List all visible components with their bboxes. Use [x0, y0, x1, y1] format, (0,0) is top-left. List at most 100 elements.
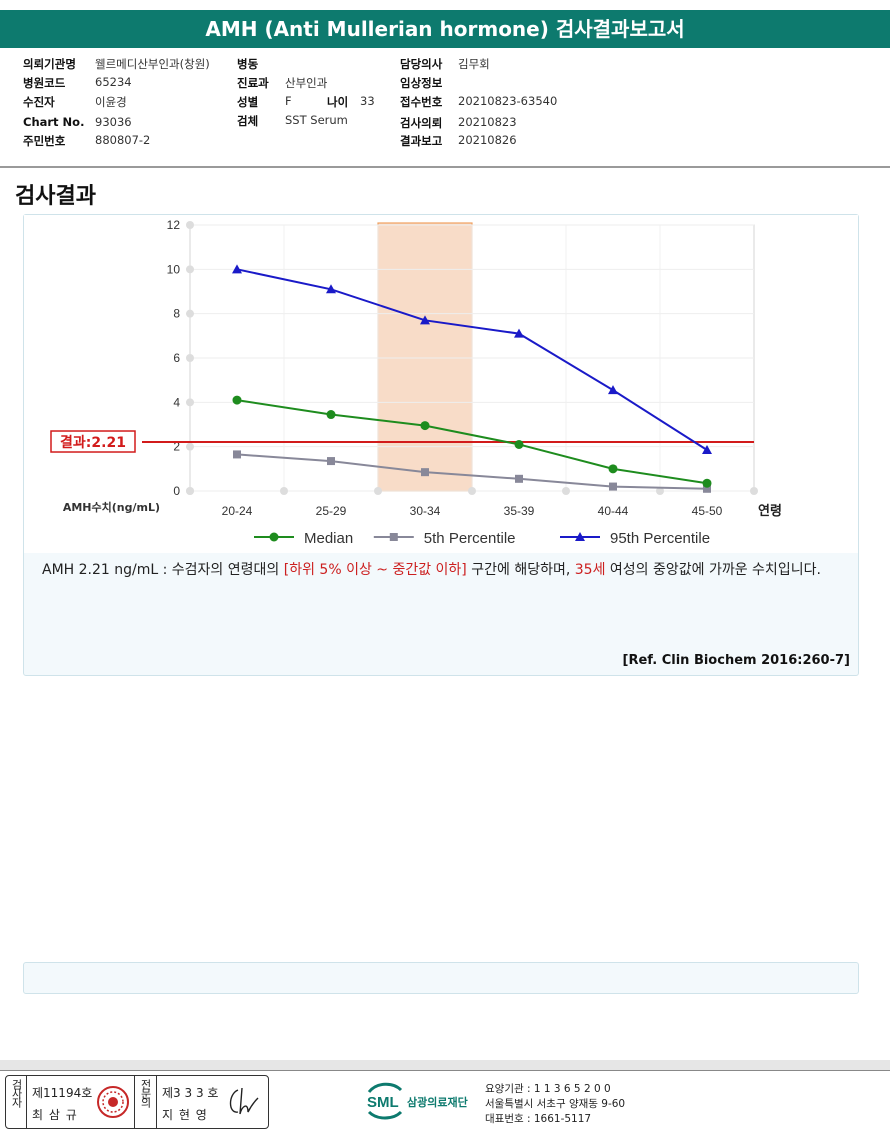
series-line [236, 399, 708, 485]
info-label: 담당의사 [400, 57, 443, 71]
data-point [232, 395, 242, 405]
info-label: 병동 [237, 57, 259, 71]
x-tick-label: 30-34 [410, 504, 441, 518]
seal-stamp [97, 1086, 129, 1118]
info-value: 김무회 [458, 57, 490, 71]
info-label: 수진자 [23, 95, 55, 109]
info-label: 검체 [237, 114, 259, 128]
data-point [233, 450, 241, 459]
phone-line: 대표번호 : 1661-5117 [485, 1113, 592, 1125]
y-tick-dot [186, 309, 194, 318]
reference: [Ref. Clin Biochem 2016:260-7] [622, 653, 850, 668]
y-tick-label: 10 [167, 262, 181, 276]
data-point [232, 264, 242, 274]
result-label-box [50, 430, 136, 453]
footer-address: 요양기관 : 1 1 3 6 5 2 0 0 서울특별시 서초구 양재동 9-6… [485, 1082, 625, 1127]
y-tick-dot [186, 398, 194, 407]
inspector-label: 검사자 [10, 1079, 23, 1106]
address-line: 서울특별시 서초구 양재동 9-60 [485, 1098, 626, 1110]
info-value: 웰르메디산부인과(창원) [95, 57, 210, 71]
y-tick-label: 8 [173, 307, 180, 321]
footer-band [0, 1060, 890, 1070]
signature-box: 검사자 제11194호 최 삼 규 전문의 제3 3 3 호 지 현 영 [5, 1075, 269, 1129]
sml-logo: SML 삼광의료재단 [367, 1082, 468, 1120]
info-value: 65234 [95, 75, 132, 89]
comment-age: 35세 [574, 562, 606, 578]
section-title: 검사결과 [15, 184, 96, 209]
y-tick-dot [186, 265, 194, 274]
comment-text: 구간에 해당하며, [466, 562, 575, 578]
data-point [327, 457, 335, 466]
info-value: 20210826 [458, 133, 517, 147]
result-label: 결과:2.21 [60, 434, 126, 451]
data-point [703, 484, 711, 493]
data-point [420, 421, 430, 431]
specialist-name: 지 현 영 [162, 1108, 208, 1122]
info-value: F [285, 94, 292, 108]
y-tick-label: 2 [173, 440, 180, 454]
info-label: 접수번호 [400, 95, 443, 109]
info-label: 결과보고 [400, 134, 443, 148]
amh-chart: 0 2 4 6 8 10 12 20-24 25-29 30-34 35-39 40-44 45-50 연… [50, 218, 782, 547]
data-point [608, 385, 618, 395]
info-label: Chart No. [23, 115, 85, 129]
empty-panel [23, 962, 859, 994]
data-point [702, 478, 712, 488]
x-tick-label: 40-44 [598, 504, 629, 518]
legend-marker [269, 532, 279, 542]
specialist-number: 제3 3 3 호 [162, 1086, 219, 1100]
y-tick-label: 12 [167, 218, 181, 232]
highlight-band [377, 222, 473, 492]
info-value: 33 [360, 94, 375, 108]
x-tick-dot [656, 487, 664, 495]
y-tick-label: 4 [173, 395, 180, 409]
comment-text: 여성의 중앙값에 가까운 수치입니다. [605, 562, 821, 578]
x-tick-label: 20-24 [222, 504, 253, 518]
legend-label: 5th Percentile [424, 530, 516, 547]
legend-label: Median [304, 530, 353, 547]
code-line: 요양기관 : 1 1 3 6 5 2 0 0 [485, 1083, 611, 1095]
data-point [609, 482, 617, 491]
info-value: 산부인과 [285, 76, 328, 90]
result-comment: AMH 2.21 ng/mL : 수검자의 연령대의 [하위 5% 이상 ~ 중… [42, 559, 852, 581]
info-label: 성별 [237, 95, 259, 109]
info-value: 20210823 [458, 115, 517, 129]
legend-marker [575, 532, 585, 541]
info-label: 주민번호 [23, 134, 66, 148]
info-value: 93036 [95, 115, 132, 129]
data-point [326, 410, 336, 420]
x-tick-label: 45-50 [692, 504, 723, 518]
report-title: AMH (Anti Mullerian hormone) 검사결과보고서 [0, 10, 890, 48]
comment-text: AMH 2.21 ng/mL : 수검자의 연령대의 [42, 562, 284, 578]
data-point [421, 468, 429, 477]
x-tick-dot [186, 487, 194, 495]
info-label: 진료과 [237, 76, 269, 90]
data-point [702, 444, 712, 454]
y-axis-label: AMH수치(ng/mL) [63, 500, 160, 514]
logo-text: SML [367, 1094, 399, 1111]
patient-info: 의뢰기관명 웰르메디산부인과(창원) 병원코드 65234 수진자 이윤경 Ch… [0, 48, 890, 168]
info-value: 880807-2 [95, 133, 151, 147]
data-point [420, 315, 430, 325]
legend-marker [389, 533, 398, 541]
x-axis-label: 연령 [758, 504, 782, 519]
result-panel: 0 2 4 6 8 10 12 20-24 25-29 30-34 35-39 40-44 45-50 연… [23, 214, 859, 676]
series-line [236, 268, 708, 451]
specialist-label: 전문의 [139, 1079, 152, 1106]
data-point [608, 464, 618, 474]
info-value: 이윤경 [95, 95, 127, 109]
x-tick-label: 35-39 [504, 504, 535, 518]
info-label: 검사의뢰 [400, 116, 443, 130]
data-point [515, 474, 523, 483]
info-label: 임상정보 [400, 76, 443, 90]
y-tick-dot [186, 221, 194, 229]
x-tick-dot [280, 487, 288, 495]
inspector-number: 제11194호 [32, 1086, 93, 1100]
info-label: 병원코드 [23, 76, 66, 90]
data-point [514, 328, 524, 338]
x-tick-dot [750, 487, 758, 495]
chart-area: 0 2 4 6 8 10 12 20-24 25-29 30-34 35-39 40-44 45-50 연… [24, 215, 858, 553]
info-label: 의뢰기관명 [23, 57, 76, 71]
y-tick-label: 6 [173, 351, 180, 365]
data-point [326, 284, 336, 294]
